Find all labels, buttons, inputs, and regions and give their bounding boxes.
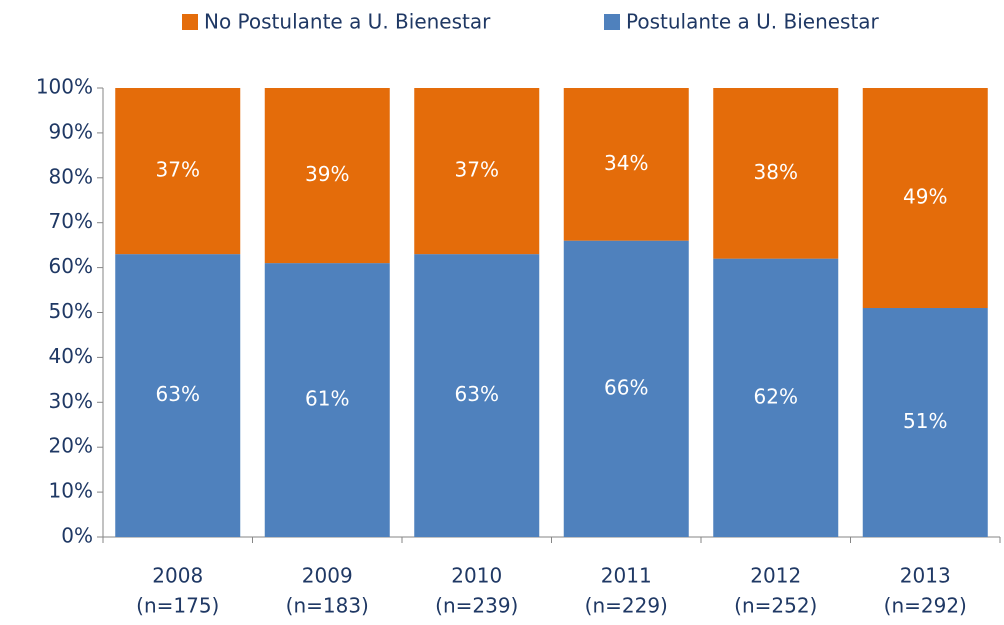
value-label: 63% [156,382,200,406]
value-label: 39% [305,162,349,186]
value-label: 49% [903,185,947,209]
bar-segment [563,240,689,537]
value-label: 51% [903,409,947,433]
bar-segment [115,254,241,537]
bar-segment [414,254,540,537]
bar-segment [713,88,839,259]
value-label: 63% [455,382,499,406]
y-tick-label: 0% [61,524,93,548]
legend-swatch [182,14,198,30]
y-tick-label: 50% [49,299,93,323]
value-label: 38% [754,160,798,184]
y-tick-label: 70% [49,209,93,233]
y-tick-label: 10% [49,479,93,503]
y-tick-label: 40% [49,344,93,368]
x-tick-label: 2009 [302,564,353,588]
legend-swatch [604,14,620,30]
bar-segment [862,88,988,309]
x-tick-label: (n=239) [435,594,518,618]
value-label: 37% [455,158,499,182]
bar-segment [264,88,390,264]
legend-label: Postulante a U. Bienestar [626,10,880,34]
y-tick-label: 20% [49,434,93,458]
bar-segment [115,88,241,255]
value-label: 62% [754,384,798,408]
bar-segment [414,88,540,255]
x-tick-label: (n=252) [734,594,817,618]
x-tick-label: 2011 [601,564,652,588]
x-tick-label: 2012 [750,564,801,588]
bar-segment [264,263,390,537]
x-tick-label: (n=292) [884,594,967,618]
value-label: 61% [305,387,349,411]
x-tick-label: (n=183) [286,594,369,618]
y-tick-label: 90% [49,119,93,143]
x-tick-label: 2010 [451,564,502,588]
value-label: 66% [604,375,648,399]
y-tick-label: 60% [49,254,93,278]
bar-segment [713,258,839,537]
x-tick-label: 2008 [152,564,203,588]
y-tick-label: 100% [36,75,93,99]
value-label: 34% [604,151,648,175]
y-tick-label: 80% [49,164,93,188]
legend-label: No Postulante a U. Bienestar [204,10,491,34]
x-tick-label: (n=175) [136,594,219,618]
value-label: 37% [156,158,200,182]
bar-segment [563,88,689,241]
x-tick-label: (n=229) [585,594,668,618]
x-tick-label: 2013 [900,564,951,588]
y-tick-label: 30% [49,389,93,413]
bar-segment [862,308,988,537]
